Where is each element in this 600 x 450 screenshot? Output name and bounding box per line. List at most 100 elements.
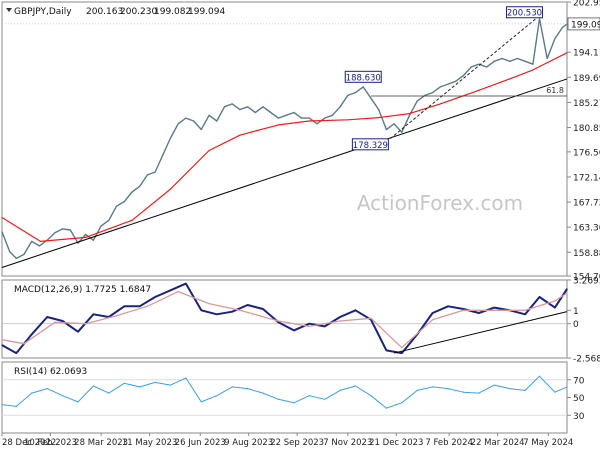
data-point-price — [509, 60, 511, 62]
data-point-signal — [554, 300, 556, 302]
data-point-rsi — [247, 388, 249, 390]
data-point-price — [139, 185, 141, 187]
data-point-rsi — [185, 377, 187, 379]
data-point-macd — [277, 321, 279, 323]
data-point-macd — [538, 296, 541, 298]
data-point-price — [516, 57, 519, 60]
data-point-price — [123, 201, 125, 203]
data-point-price — [308, 117, 310, 119]
data-point-signal — [208, 303, 210, 305]
data-point-macd — [324, 325, 326, 327]
y-tick-label: 176.560 — [573, 148, 600, 158]
trendline-price — [1, 78, 568, 268]
data-point-rsi — [216, 395, 218, 397]
data-point-price — [200, 128, 202, 131]
data-point-rsi — [15, 405, 17, 407]
data-point-price — [524, 60, 526, 62]
data-point-rsi — [200, 401, 202, 403]
data-point-signal — [177, 291, 179, 293]
data-point-price — [470, 66, 472, 68]
data-point-signal — [85, 323, 87, 325]
data-point-price — [455, 80, 457, 82]
data-point-macd — [231, 311, 233, 313]
data-point-rsi — [462, 391, 465, 393]
data-point-rsi — [566, 386, 568, 388]
data-point-macd — [385, 349, 387, 351]
data-point-price — [447, 83, 449, 85]
data-point-macd — [62, 320, 64, 322]
data-point-macd — [123, 305, 125, 307]
data-point-price — [385, 128, 387, 131]
data-point-price — [216, 120, 218, 122]
data-point-price — [439, 86, 441, 88]
dropdown-triangle-icon[interactable] — [6, 8, 12, 12]
data-point-signal — [339, 320, 341, 322]
data-point-macd — [566, 288, 568, 290]
ohlc-value: 199.094 — [188, 7, 225, 17]
data-point-price — [285, 114, 287, 116]
data-point-price — [362, 86, 364, 88]
data-point-price — [115, 205, 118, 207]
data-point-rsi — [493, 384, 495, 386]
data-point-price — [493, 60, 495, 62]
data-point-rsi — [447, 388, 449, 390]
data-point-price — [177, 123, 179, 125]
data-point-rsi — [262, 392, 264, 394]
data-point-moving-average — [131, 219, 133, 221]
panel-frame-price — [1, 1, 568, 277]
annotation-label: 178.329 — [353, 141, 388, 151]
data-point-macd — [462, 308, 465, 310]
series-line-signal — [1, 290, 568, 349]
data-point-price — [208, 114, 210, 116]
data-point-price — [486, 66, 488, 68]
data-point-price — [408, 114, 411, 116]
data-point-macd — [554, 307, 556, 309]
y-tick-label: 189.690 — [573, 74, 600, 84]
y-tick-label: -2.5689 — [573, 355, 600, 365]
data-point-price — [154, 171, 156, 173]
x-tick-label: 11 May 2023 — [122, 438, 177, 448]
data-point-price — [77, 242, 79, 244]
data-point-moving-average — [169, 188, 172, 190]
data-point-price — [169, 137, 172, 139]
data-point-price — [185, 117, 187, 119]
data-point-price — [162, 154, 164, 156]
data-point-price — [62, 228, 64, 230]
x-tick-label: 21 Dec 2023 — [369, 438, 423, 448]
data-point-moving-average — [408, 113, 411, 115]
data-point-macd — [169, 289, 172, 291]
data-point-macd — [31, 333, 33, 335]
y-tick-label: 163.300 — [573, 224, 600, 234]
data-point-price — [293, 111, 295, 114]
y-tick-label: 50 — [573, 394, 585, 404]
y-tick-label: 194.110 — [573, 49, 600, 59]
x-tick-label: 7 Nov 2023 — [323, 438, 372, 448]
data-point-signal — [239, 309, 241, 311]
data-point-rsi — [169, 384, 172, 386]
data-point-rsi — [277, 398, 279, 400]
data-point-price — [108, 219, 110, 221]
data-point-macd — [262, 308, 264, 310]
data-point-signal — [54, 321, 56, 323]
data-point-price — [401, 131, 403, 133]
data-point-signal — [432, 319, 434, 321]
panel-title-price: GBPJPY,Daily — [14, 7, 72, 17]
data-point-price — [231, 103, 233, 105]
y-tick-label: 30 — [573, 412, 585, 422]
data-point-price — [538, 18, 541, 20]
data-point-price — [393, 123, 395, 125]
channel-dashed-line — [386, 15, 540, 143]
y-tick-label: 154.700 — [573, 273, 600, 283]
ohlc-value: 200.230 — [120, 7, 157, 17]
data-point-rsi — [1, 404, 3, 406]
data-point-macd — [15, 352, 17, 354]
x-tick-label: 7 May 2024 — [523, 438, 573, 448]
x-tick-label: 28 Dec 2022 — [2, 438, 56, 448]
data-point-macd — [1, 344, 3, 346]
data-point-macd — [92, 313, 94, 315]
data-point-moving-average — [478, 89, 480, 91]
data-point-rsi — [154, 381, 156, 383]
data-point-price — [1, 231, 3, 233]
ohlc-value: 200.163 — [86, 7, 123, 17]
